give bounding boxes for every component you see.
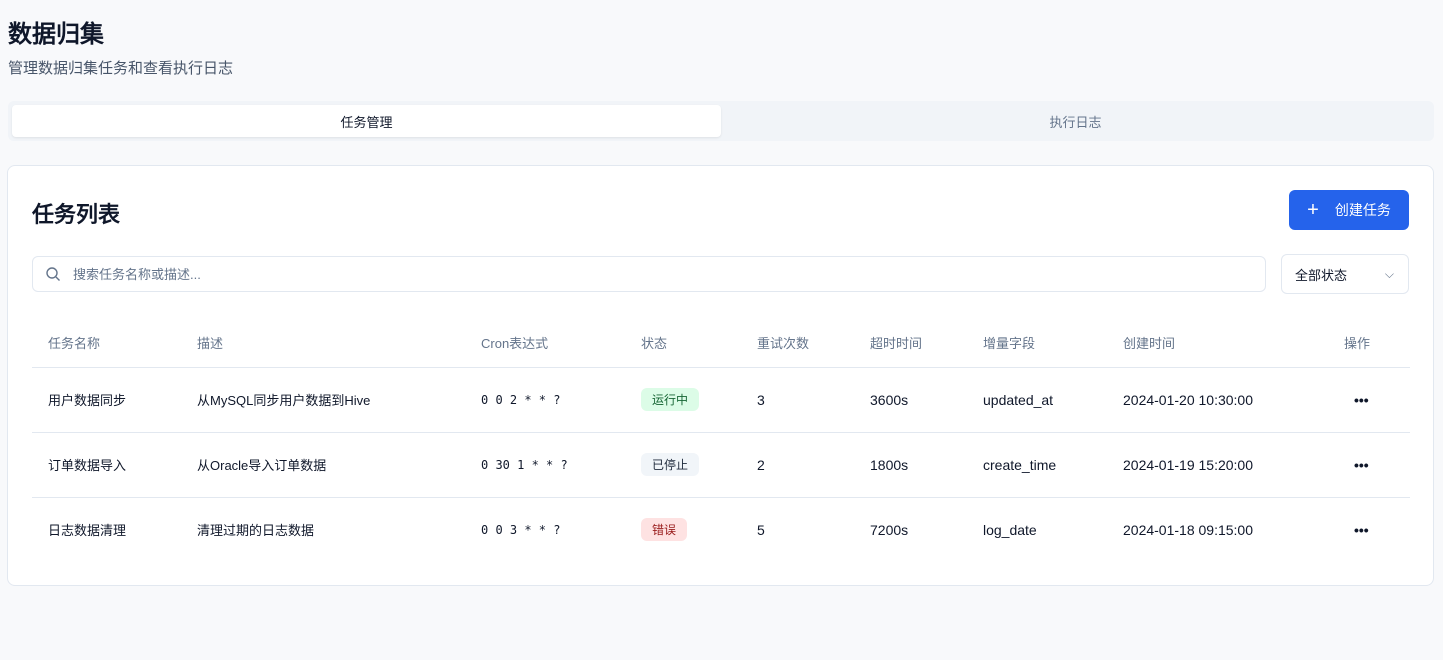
created-time: 2024-01-19 15:20:00: [1107, 432, 1328, 498]
incremental-field: create_time: [967, 432, 1107, 498]
cron-expression: 0 30 1 * * ?: [465, 432, 625, 498]
task-description: 从MySQL同步用户数据到Hive: [181, 367, 465, 433]
more-actions-icon[interactable]: •••: [1328, 367, 1410, 433]
status-badge: 已停止: [641, 453, 700, 476]
status-badge: 运行中: [641, 388, 700, 411]
timeout: 7200s: [870, 521, 909, 538]
create-task-button[interactable]: + 创建任务: [1289, 190, 1409, 230]
table-row: 订单数据导入 从Oracle导入订单数据 0 30 1 * * ? 已停止 2 …: [32, 432, 1410, 498]
more-actions-icon[interactable]: •••: [1354, 521, 1369, 538]
cron-expression: 0 0 2 * * ?: [465, 367, 625, 433]
card-title: 任务列表: [32, 202, 121, 227]
created-time: 2024-01-18 09:15:00: [1123, 521, 1253, 538]
column-header: 超时时间: [854, 319, 967, 368]
tab-bar: 任务管理 执行日志: [8, 101, 1434, 141]
status-cell: 已停止: [625, 432, 741, 498]
created-time: 2024-01-20 10:30:00: [1107, 367, 1328, 433]
cron-expression: 0 0 3 * * ?: [481, 522, 561, 537]
retry-count: 3: [741, 367, 854, 433]
status-filter-select[interactable]: 全部状态 ⌵: [1281, 254, 1409, 294]
timeout: 3600s: [854, 367, 967, 433]
task-name: 用户数据同步: [32, 367, 181, 433]
tab-execution-log[interactable]: 执行日志: [1049, 114, 1102, 130]
task-name: 日志数据清理: [48, 523, 127, 539]
task-table: 任务名称 描述 Cron表达式 状态 重试次数 超时时间 增量字段 创建时间 操作 用户数据同步…: [32, 319, 1410, 562]
timeout: 1800s: [854, 432, 967, 498]
table-row: 日志数据清理 清理过期的日志数据 0 0 3 * * ? 错误 5 7200s …: [32, 497, 1410, 562]
incremental-field: log_date: [983, 521, 1037, 538]
chevron-down-icon: ⌵: [1384, 266, 1394, 281]
status-filter-value: 全部状态: [1295, 267, 1348, 283]
status-badge: 错误: [641, 518, 688, 542]
incremental-field: updated_at: [967, 367, 1107, 433]
task-name: 订单数据导入: [32, 432, 181, 498]
task-description: 清理过期的日志数据: [197, 523, 315, 539]
tab-task-management[interactable]: 任务管理: [12, 105, 721, 137]
column-header: 任务名称: [32, 319, 181, 368]
column-header: 操作: [1328, 319, 1410, 368]
page-title: 数据归集: [8, 21, 104, 48]
column-header: 状态: [625, 319, 741, 368]
task-description: 从Oracle导入订单数据: [181, 432, 465, 498]
table-row: 用户数据同步 从MySQL同步用户数据到Hive 0 0 2 * * ? 运行中…: [32, 367, 1410, 433]
column-header: 增量字段: [967, 319, 1107, 368]
create-task-label: 创建任务: [1334, 202, 1391, 218]
page-subtitle: 管理数据归集任务和查看执行日志: [8, 60, 234, 77]
search-box: [32, 256, 1266, 292]
column-header: Cron表达式: [465, 319, 625, 368]
task-list-card: 任务列表 + 创建任务 全部状态 ⌵ 任务名称描述Cron表达式状态重试次数超时时间…: [7, 165, 1434, 586]
more-actions-icon[interactable]: •••: [1328, 432, 1410, 498]
plus-icon: +: [1307, 198, 1319, 221]
column-header: 重试次数: [741, 319, 854, 368]
retry-count: 5: [757, 521, 765, 538]
column-header: 描述: [181, 319, 465, 368]
retry-count: 2: [741, 432, 854, 498]
status-cell: 运行中: [625, 367, 741, 433]
status-cell: 错误: [625, 497, 741, 562]
column-header: 创建时间: [1107, 319, 1328, 368]
search-icon: [46, 267, 60, 281]
search-input[interactable]: [73, 266, 1265, 282]
